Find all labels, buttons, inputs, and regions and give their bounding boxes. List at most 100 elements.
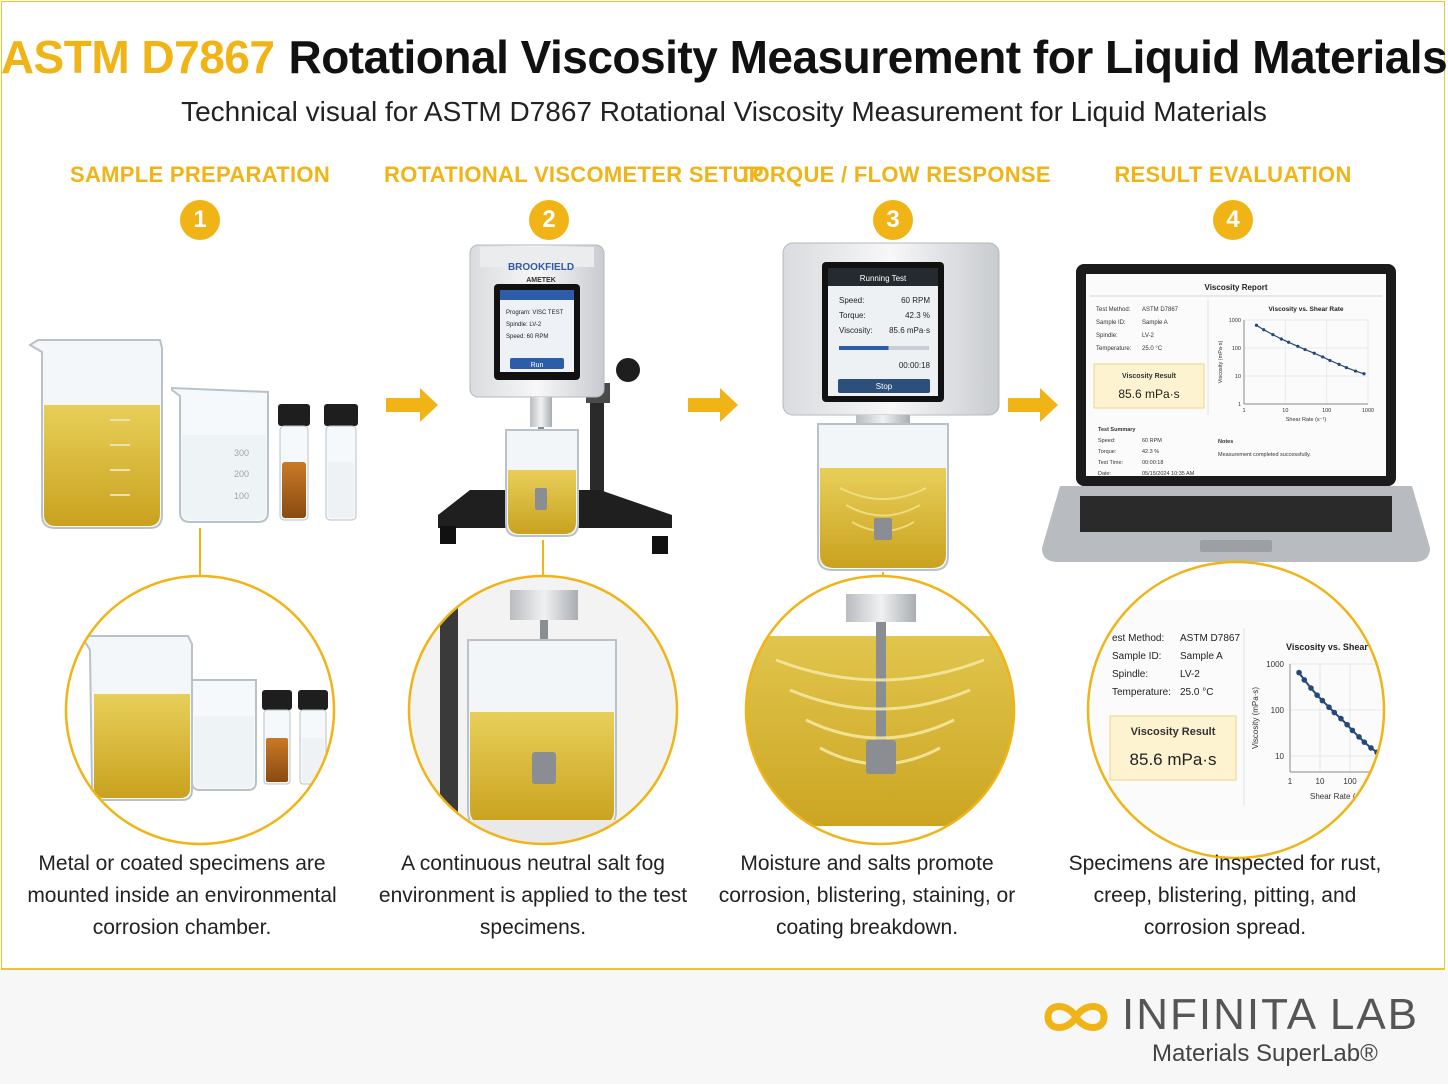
zr-point [1301, 677, 1308, 683]
zr-value: ASTM D7867 [1180, 633, 1240, 644]
chart-y-tick: 100 [1232, 346, 1241, 352]
beaker-mark: 200 [234, 469, 249, 479]
zoom-circle-1 [64, 574, 336, 846]
sum-value: 00:00:18 [1142, 460, 1163, 466]
title-code: ASTM D7867 [0, 31, 275, 83]
chart-x-tick: 1000 [1362, 408, 1374, 414]
zr-point [1338, 715, 1344, 722]
report-result-label: Viscosity Result [1122, 373, 1177, 380]
chart-title: Viscosity vs. Shear Rate [1268, 306, 1343, 313]
zr-point [1319, 697, 1326, 704]
zr-point [1296, 669, 1302, 676]
rt-viscosity-label: Viscosity: [839, 326, 873, 335]
zr-result-label: Viscosity Result [1131, 726, 1216, 738]
zr-point [1314, 692, 1320, 698]
rt-viscosity-value: 85.6 mPa·s [889, 326, 930, 335]
chart-x-tick: 100 [1322, 408, 1331, 414]
title-main: Rotational Viscosity Measurement for Liq… [288, 31, 1448, 83]
zr-xtick: 10 [1316, 777, 1325, 786]
sum-label: Test Time: [1098, 460, 1124, 466]
summary-title: Test Summary [1098, 427, 1136, 433]
report-title: Viscosity Report [1205, 283, 1268, 292]
zr-point [1349, 727, 1356, 734]
step-2-number: 2 [529, 200, 569, 240]
chart-x-tick: 10 [1282, 408, 1288, 414]
rt-torque-label: Torque: [839, 311, 866, 320]
zr-point [1361, 739, 1368, 745]
rt-speed-value: 60 RPM [901, 296, 930, 305]
zr-ytick: 10 [1275, 752, 1284, 761]
zr-xtick: 1 [1288, 777, 1293, 786]
page-subtitle: Technical visual for ASTM D7867 Rotation… [181, 96, 1267, 127]
chart-point [1271, 333, 1275, 337]
chart-point [1287, 340, 1291, 344]
zoom-circle-2 [407, 574, 679, 846]
zr-xlabel: Shear Rate ( [1310, 792, 1356, 801]
sum-value: 05/15/2024 10:35 AM [1142, 471, 1195, 477]
step-1-number: 1 [180, 200, 220, 240]
zr-ylabel: Viscosity (mPa·s) [1251, 687, 1260, 749]
sum-value: 60 RPM [1142, 438, 1162, 444]
viscometer: BROOKFIELD AMETEK Program: VISC TEST Spi… [438, 244, 672, 554]
step-4-number: 4 [1213, 200, 1253, 240]
beaker-mark: 300 [234, 448, 249, 458]
zr-label: est Method: [1112, 633, 1164, 644]
vis-speed: Speed: 60 RPM [506, 334, 548, 340]
rf-value: Sample A [1142, 320, 1168, 326]
step-2-caption: A continuous neutral salt fog environmen… [378, 852, 688, 939]
notes-text: Measurement completed successfully. [1218, 452, 1311, 458]
zr-point [1368, 745, 1374, 751]
rf-label: Temperature: [1096, 346, 1132, 352]
vis-run-label: Run [531, 362, 544, 369]
chart-y-tick: 1 [1238, 402, 1241, 408]
viscosity-chart: Viscosity vs. Shear Rate Shear Rate (s⁻¹… [1218, 306, 1374, 423]
process-illustration: 300 200 100 BROOKFIELD AMETEK Program: V… [28, 242, 1430, 860]
step-1-heading: SAMPLE PREPARATION [69, 162, 331, 187]
step-3-caption: Moisture and salts promote corrosion, bl… [718, 852, 1016, 939]
chart-point [1362, 372, 1366, 376]
report-fields: Test Method: ASTM D7867 Sample ID: Sampl… [1096, 307, 1179, 352]
rf-value: ASTM D7867 [1142, 307, 1179, 313]
zr-label: Sample ID: [1112, 651, 1161, 662]
vis-run-button [510, 358, 564, 369]
zr-label: Spindle: [1112, 669, 1148, 680]
zr-ytick: 1000 [1266, 660, 1284, 669]
rf-label: Spindle: [1096, 333, 1118, 339]
logo-wordmark: INFINITA LAB [1122, 990, 1420, 1039]
zr-point [1308, 685, 1314, 691]
zr-point [1356, 734, 1362, 740]
chart-point [1353, 369, 1358, 373]
chart-y-tick: 10 [1235, 374, 1241, 380]
chart-point [1279, 337, 1283, 341]
sum-value: 42.3 % [1142, 449, 1159, 455]
vis-program: Program: VISC TEST [506, 310, 564, 316]
step-3-heading: TORQUE / FLOW RESPONSE [739, 162, 1051, 187]
running-test-unit: Running Test Speed: 60 RPM Torque: 42.3 … [782, 242, 1000, 571]
sample-beakers: 300 200 100 [28, 339, 358, 529]
step-4-caption: Specimens are inspected for rust, creep,… [1068, 852, 1382, 939]
rf-label: Test Method: [1096, 307, 1131, 313]
footer-divider [1, 968, 1445, 970]
zr-curve [1296, 669, 1380, 756]
zr-value: LV-2 [1180, 669, 1200, 680]
rt-elapsed: 00:00:18 [899, 361, 931, 370]
rt-progress-fill [839, 346, 889, 350]
zr-point [1344, 721, 1350, 728]
chart-ylabel: Viscosity (mPa·s) [1218, 340, 1224, 383]
zr-ytick: 100 [1271, 706, 1285, 715]
chart-point [1254, 323, 1259, 327]
viscometer-brand: BROOKFIELD [508, 262, 574, 273]
rf-value: 25.0 °C [1142, 346, 1163, 352]
rf-value: LV-2 [1142, 333, 1155, 339]
flow-arrows [386, 388, 1058, 422]
rt-header: Running Test [860, 274, 907, 283]
report-result-box [1093, 363, 1205, 409]
sum-label: Speed: [1098, 438, 1116, 444]
chart-point [1328, 358, 1332, 363]
rt-stop-label: Stop [876, 382, 893, 391]
zr-label: Temperature: [1112, 687, 1171, 698]
chart-xlabel: Shear Rate (s⁻¹) [1286, 417, 1327, 423]
zr-point [1331, 709, 1338, 716]
zr-point [1326, 704, 1332, 711]
footer [0, 970, 1448, 1084]
